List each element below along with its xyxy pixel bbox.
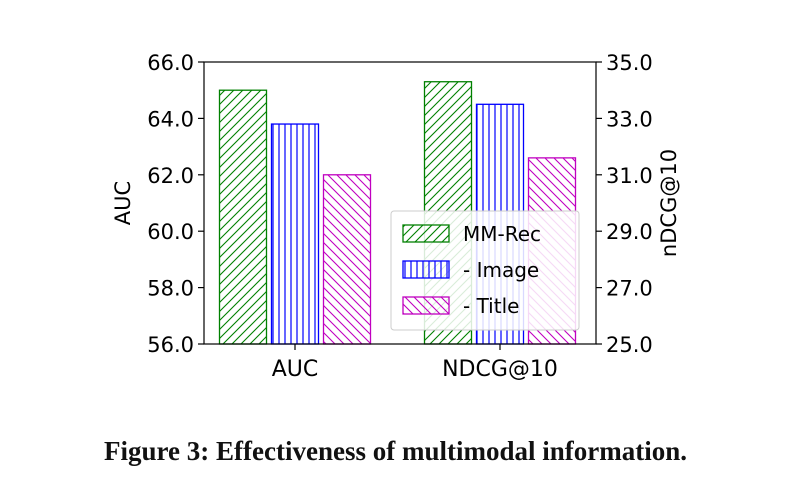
right-tick-label: 33.0 xyxy=(606,107,653,131)
legend-label: MM-Rec xyxy=(463,222,541,246)
left-axis-ticks: 56.0 58.0 60.0 62.0 64.0 66.0 xyxy=(147,51,204,357)
left-tick-label: 60.0 xyxy=(147,220,194,244)
legend-swatch xyxy=(402,224,450,243)
left-tick-label: 62.0 xyxy=(147,164,194,188)
left-tick-label: 64.0 xyxy=(147,107,194,131)
right-tick-label: 31.0 xyxy=(606,164,653,188)
legend-swatch xyxy=(402,296,450,315)
left-tick-label: 58.0 xyxy=(147,277,194,301)
bar-auc-1 xyxy=(270,123,320,345)
bar-chart: 56.0 58.0 60.0 62.0 64.0 66.0 25.0 27.0 29.0 31.… xyxy=(111,51,681,382)
x-axis-ticks: AUC NDCG@10 xyxy=(272,344,558,382)
left-tick-label: 56.0 xyxy=(147,333,194,357)
right-tick-label: 27.0 xyxy=(606,277,653,301)
right-tick-label: 29.0 xyxy=(606,220,653,244)
legend-label: - Image xyxy=(463,258,539,282)
right-tick-label: 35.0 xyxy=(606,51,653,75)
figure-caption: Figure 3: Effectiveness of multimodal in… xyxy=(104,436,687,466)
right-tick-label: 25.0 xyxy=(606,333,653,357)
legend-label: - Title xyxy=(463,294,519,318)
plot-frame xyxy=(203,61,597,345)
legend: MM-Rec - Image - Title xyxy=(390,210,580,331)
left-axis-label: AUC xyxy=(111,181,135,225)
right-axis-ticks: 25.0 27.0 29.0 31.0 33.0 35.0 xyxy=(596,51,653,357)
bar-auc-0 xyxy=(218,89,268,345)
x-tick-label: NDCG@10 xyxy=(442,357,558,382)
x-tick-label: AUC xyxy=(272,357,319,382)
left-tick-label: 66.0 xyxy=(147,51,194,75)
right-axis-label: nDCG@10 xyxy=(657,149,681,257)
bar-auc-2 xyxy=(322,174,372,345)
legend-swatch xyxy=(402,260,450,279)
